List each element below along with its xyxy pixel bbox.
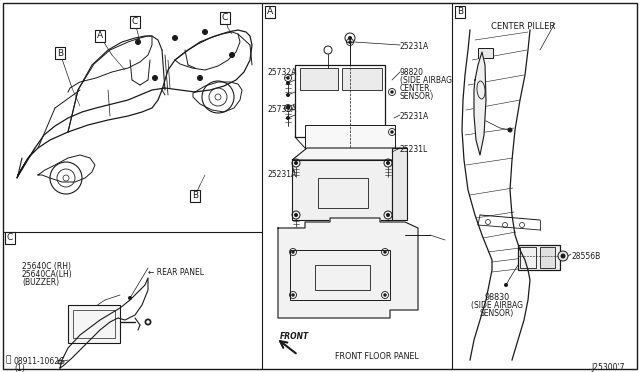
Text: (SIDE AIRBAG: (SIDE AIRBAG: [471, 301, 523, 310]
Bar: [73, 310, 115, 338]
Circle shape: [230, 52, 234, 58]
Text: C: C: [132, 17, 138, 26]
Circle shape: [136, 39, 141, 45]
Polygon shape: [278, 218, 418, 318]
Text: B: B: [57, 48, 63, 58]
Circle shape: [152, 76, 157, 80]
Circle shape: [294, 214, 298, 217]
Bar: [300, 68, 338, 90]
Bar: [295, 65, 385, 137]
Circle shape: [349, 36, 351, 39]
Circle shape: [292, 294, 294, 296]
Text: C: C: [7, 234, 13, 243]
Circle shape: [129, 296, 131, 299]
Text: 25231L: 25231L: [400, 145, 428, 154]
Bar: [318, 178, 368, 208]
Text: B: B: [192, 192, 198, 201]
Circle shape: [147, 321, 149, 323]
Circle shape: [387, 161, 390, 164]
Text: 25231A: 25231A: [400, 112, 429, 121]
Text: 08911-1062G: 08911-1062G: [14, 357, 66, 366]
Circle shape: [60, 361, 61, 363]
Bar: [292, 160, 392, 220]
Text: 25732A: 25732A: [267, 68, 296, 77]
Circle shape: [198, 76, 202, 80]
Circle shape: [287, 77, 289, 79]
Circle shape: [287, 106, 289, 109]
Text: Ⓝ: Ⓝ: [6, 356, 12, 365]
Text: 28556B: 28556B: [571, 252, 600, 261]
Bar: [520, 247, 536, 268]
Circle shape: [391, 91, 393, 93]
Text: FRONT: FRONT: [280, 332, 309, 341]
Bar: [68, 305, 120, 343]
Text: CENTER,: CENTER,: [400, 84, 433, 93]
Text: 25231A: 25231A: [400, 42, 429, 51]
Bar: [478, 48, 493, 58]
Circle shape: [287, 93, 289, 96]
Text: ← REAR PANEL: ← REAR PANEL: [148, 268, 204, 277]
Circle shape: [384, 294, 386, 296]
Circle shape: [561, 254, 565, 258]
Text: C: C: [222, 13, 228, 22]
Text: B: B: [457, 7, 463, 16]
Bar: [315, 265, 370, 290]
Polygon shape: [292, 148, 407, 160]
Bar: [305, 125, 395, 148]
Text: SENSOR): SENSOR): [480, 309, 514, 318]
Text: 25231A: 25231A: [267, 170, 296, 179]
Text: (1): (1): [14, 364, 25, 372]
Circle shape: [145, 319, 151, 325]
Text: (BUZZER): (BUZZER): [22, 278, 59, 287]
Polygon shape: [392, 148, 407, 220]
Text: A: A: [267, 7, 273, 16]
Text: (SIDE AIRBAG: (SIDE AIRBAG: [400, 76, 452, 85]
Text: CENTER PILLER: CENTER PILLER: [491, 22, 555, 31]
Circle shape: [508, 128, 512, 132]
Text: FRONT FLOOR PANEL: FRONT FLOOR PANEL: [335, 352, 419, 361]
Circle shape: [202, 29, 207, 35]
Circle shape: [391, 131, 393, 133]
Polygon shape: [474, 52, 486, 155]
Circle shape: [294, 161, 298, 164]
Bar: [342, 68, 382, 90]
Text: 25640C (RH): 25640C (RH): [22, 262, 71, 271]
Bar: [518, 245, 560, 270]
Circle shape: [504, 283, 508, 286]
Circle shape: [287, 107, 289, 109]
Circle shape: [58, 360, 62, 364]
Text: 98830: 98830: [484, 293, 509, 302]
Text: J25300'7: J25300'7: [591, 363, 625, 372]
Circle shape: [349, 41, 351, 43]
Text: 25732A: 25732A: [267, 105, 296, 114]
Circle shape: [287, 81, 289, 84]
Circle shape: [387, 214, 390, 217]
Circle shape: [558, 251, 568, 261]
Bar: [540, 247, 555, 268]
Text: 25640CA(LH): 25640CA(LH): [22, 270, 73, 279]
Text: 98820: 98820: [400, 68, 424, 77]
Circle shape: [173, 35, 177, 41]
Bar: [290, 250, 390, 300]
Text: SENSOR): SENSOR): [400, 92, 435, 101]
Circle shape: [384, 251, 386, 253]
Circle shape: [287, 116, 289, 119]
Text: A: A: [97, 32, 103, 41]
Circle shape: [292, 251, 294, 253]
